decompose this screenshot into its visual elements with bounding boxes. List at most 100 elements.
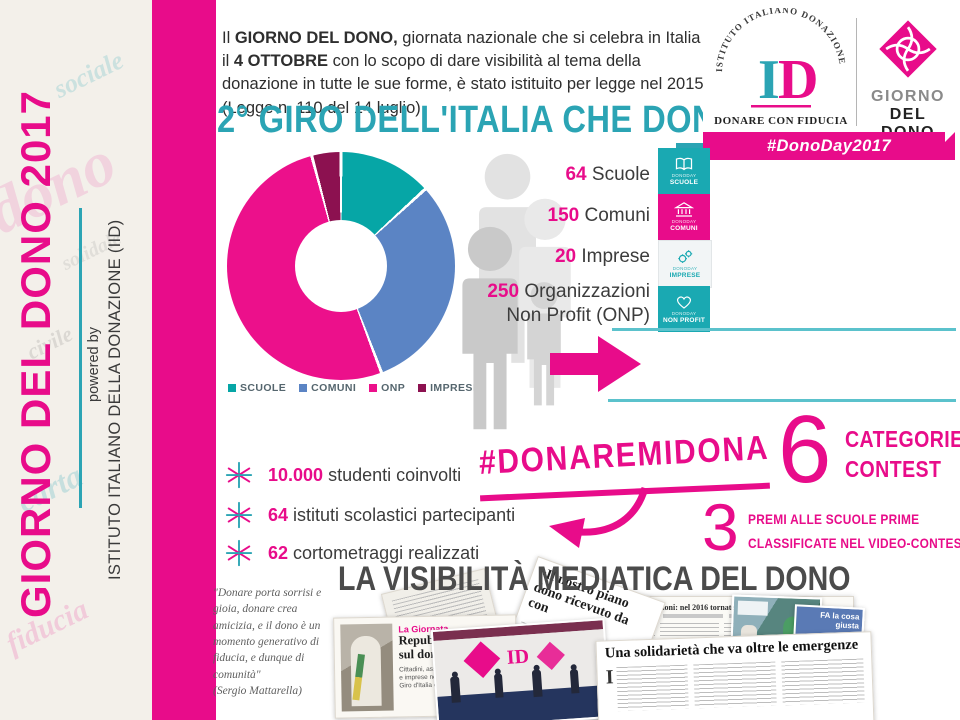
badge-small-label: DONODAY (671, 311, 697, 316)
prizes-number: 3 (702, 490, 739, 564)
stat-label: Comuni (584, 205, 650, 226)
event-title-vertical: GIORNO DEL DONO 2017 (12, 89, 59, 619)
stat-label: Scuole (591, 164, 650, 185)
stat-row: 64 Scuole (565, 163, 650, 187)
tv-studio-photo: ID (430, 618, 612, 720)
book-icon (675, 157, 693, 170)
studio-backdrop-logo: ID (506, 645, 530, 669)
categorie-line1: CATEGORIE (845, 426, 960, 452)
donoday-hashtag: #DonoDay2017 (766, 136, 892, 155)
bullet-label: studenti coinvolti (328, 464, 462, 485)
newspaper-clipping-solidarieta: Una solidarietà che va oltre le emergenz… (595, 631, 875, 720)
badge-label: IMPRESE (669, 272, 701, 279)
divider-line (608, 399, 956, 402)
bullet-row: 10.000 studenti coinvolti (224, 460, 461, 490)
sidebar-divider-line (79, 208, 82, 508)
iid-logo: ISTITUTO ITALIANO DONAZIONE I D DONARE C… (714, 8, 848, 127)
bullet-label: cortometraggi realizzati (293, 542, 480, 563)
giorno-del-dono-logo: GIORNO DEL DONO (860, 10, 956, 141)
contest-categories-number: 6 (778, 396, 832, 503)
sidebar: dono sociale civile carta fiducia solida… (0, 0, 216, 720)
premi-line2: CLASSIFICATE NEL VIDEO-CONTEST (748, 535, 960, 551)
page-title: 2° GIRO DELL'ITALIA CHE DONA (217, 99, 741, 141)
bullet-value: 62 (268, 542, 289, 563)
legend-swatch (299, 384, 308, 392)
bullet-value: 64 (268, 504, 289, 525)
legend-item: SCUOLE (228, 382, 286, 394)
bullet-label: istituti scolastici partecipanti (293, 504, 516, 525)
logo-divider (856, 18, 857, 126)
intro-bold: GIORNO DEL DONO, (234, 28, 398, 47)
star-bullet-icon (225, 501, 253, 529)
quote-attribution: (Sergio Mattarella) (213, 684, 302, 697)
clipping-headline: Una solidarietà che va oltre le emergenz… (604, 636, 859, 662)
star-bullet-icon (225, 461, 253, 489)
quote-text: "Donare porta sorrisi e gioia, donare cr… (213, 587, 322, 681)
curved-arrow-icon (549, 486, 649, 548)
legend-label: IMPRESE (430, 382, 481, 394)
iid-monogram-i: I (758, 49, 780, 111)
diamond-icon (879, 20, 937, 78)
legend-swatch (369, 384, 378, 392)
badge-small-label: DONODAY (672, 266, 698, 271)
clipping-headline: Ripartono le donazioni: nel 2016 tornate… (597, 603, 794, 612)
stat-value: 64 (565, 164, 587, 185)
stat-row: 250 Organizzazioni Non Profit (ONP) (487, 280, 650, 328)
legend-label: COMUNI (311, 382, 357, 394)
divider-line (612, 328, 956, 331)
stat-value: 250 (487, 281, 520, 302)
legend-label: ONP (381, 382, 406, 394)
bullet-row: 64 istituti scolastici partecipanti (224, 500, 515, 530)
categorie-line2: CONTEST (845, 456, 942, 482)
stat-value: 150 (547, 205, 580, 226)
tv-show-title: FA la cosa giusta (819, 610, 860, 631)
badge: DONODAY IMPRESE (658, 240, 712, 288)
badge-label: SCUOLE (669, 178, 699, 186)
premi-line1: PREMI ALLE SCUOLE PRIME (748, 511, 920, 527)
legend-label: SCUOLE (240, 382, 287, 394)
iid-monogram-d: D (778, 49, 818, 111)
bank-icon (674, 202, 694, 217)
legend-swatch (228, 384, 236, 392)
intro-text: Il (222, 28, 235, 47)
badge: DONODAY COMUNI (658, 194, 710, 240)
intro-text: giornata nazionale che si celebra in Ita… (222, 28, 701, 70)
brand-giorno: GIORNO (871, 88, 945, 105)
gears-icon (678, 250, 693, 263)
iid-tagline: DONARE CON FIDUCIA (714, 115, 848, 127)
media-section-heading: LA VISIBILITÀ MEDIATICA DEL DONO (338, 560, 851, 598)
intro-bold: 4 OTTOBRE (233, 51, 329, 70)
badge: DONODAY NON PROFIT (658, 286, 710, 332)
bullet-value: 10.000 (268, 464, 324, 485)
title-dash (676, 143, 706, 152)
intro-paragraph: Il GIORNO DEL DONO, giornata nazionale c… (222, 27, 704, 121)
chart-legend: SCUOLE COMUNI ONP IMPRESE (228, 382, 480, 394)
contest-categories-label: CATEGORIE CONTEST (845, 424, 960, 484)
stat-row: 20 Imprese (555, 245, 650, 269)
powered-by-label: powered by (86, 327, 102, 402)
magenta-accent-bar (152, 0, 216, 720)
arrow-right-icon (550, 336, 641, 392)
legend-item: ONP (369, 382, 405, 394)
legend-item: COMUNI (299, 382, 356, 394)
badge-small-label: DONODAY (671, 219, 697, 224)
clipping-photo (340, 623, 394, 712)
stat-label: Imprese (581, 246, 650, 267)
badge-label: COMUNI (670, 225, 698, 232)
organization-name-vertical: ISTITUTO ITALIANO DELLA DONAZIONE (IID) (106, 219, 124, 581)
heart-icon (676, 296, 692, 309)
stat-label-line2: Non Profit (ONP) (506, 305, 650, 326)
watermark-text: sociale (49, 45, 129, 104)
badge-small-label: DONODAY (671, 172, 697, 178)
stat-label: Organizzazioni (524, 281, 650, 302)
badge-label: NON PROFIT (662, 317, 706, 324)
prizes-label: PREMI ALLE SCUOLE PRIME CLASSIFICATE NEL… (748, 507, 960, 555)
drop-cap: I (605, 666, 614, 689)
donut-hole (295, 220, 387, 312)
stat-value: 20 (554, 246, 577, 267)
stat-row: 150 Comuni (548, 204, 650, 228)
legend-item: IMPRESE (418, 382, 480, 394)
mattarella-quote: "Donare porta sorrisi e gioia, donare cr… (213, 585, 335, 699)
badge: DONODAY SCUOLE (658, 148, 710, 194)
